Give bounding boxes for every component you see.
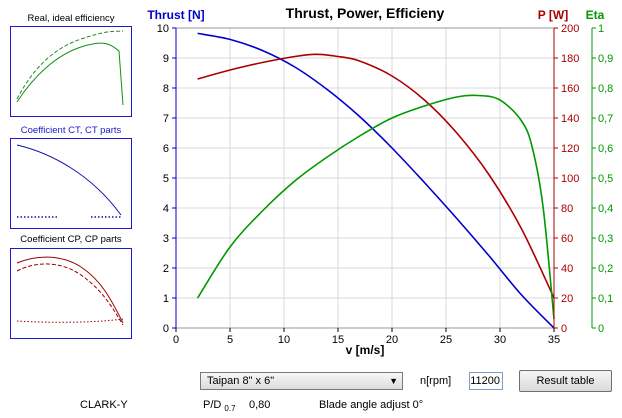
- x-tick-label: 20: [386, 334, 398, 346]
- thumb-cp-parts-dotted: [16, 318, 124, 323]
- power-tick-label: 180: [561, 53, 579, 65]
- thumb-cp-parts-dashed: [16, 263, 124, 326]
- thrust-tick-label: 10: [157, 23, 169, 35]
- thumb-ct-svg: [16, 144, 122, 218]
- power-axis-label: P [W]: [538, 8, 568, 22]
- airfoil-name: CLARK-Y: [80, 399, 128, 411]
- power-tick-label: 80: [561, 203, 573, 215]
- power-tick-label: 20: [561, 293, 573, 305]
- thrust-tick-label: 6: [163, 143, 169, 155]
- eta-tick-label: 0: [598, 323, 604, 335]
- power-series-line: [197, 53, 555, 299]
- thrust-tick-label: 2: [163, 263, 169, 275]
- thrust-tick-label: 0: [163, 323, 169, 335]
- thrust-tick-label: 3: [163, 233, 169, 245]
- x-tick-label: 15: [332, 334, 344, 346]
- pd-value: 0,80: [249, 399, 271, 411]
- thumb-cp-title: Coefficient CP, CP parts: [20, 234, 122, 245]
- eta-tick-label: 0,1: [598, 293, 613, 305]
- chart-title: Thrust, Power, Efficieny: [286, 5, 445, 21]
- thrust-tick-label: 5: [163, 173, 169, 185]
- x-tick-label: 5: [227, 334, 233, 346]
- thumb-ct-curve: [16, 144, 122, 216]
- thumb-efficiency-plot[interactable]: [10, 26, 132, 117]
- thumb-ct-title: Coefficient CT, CT parts: [20, 125, 122, 136]
- result-table-button[interactable]: Result table: [519, 370, 612, 392]
- thrust-tick-label: 8: [163, 83, 169, 95]
- x-tick-label: 30: [494, 334, 506, 346]
- pd-label-subscript: 0.7: [224, 404, 236, 414]
- eta-tick-label: 0,6: [598, 143, 613, 155]
- power-tick-label: 60: [561, 233, 573, 245]
- eta-tick-label: 0,3: [598, 233, 613, 245]
- thrust-axis-label: Thrust [N]: [147, 8, 204, 22]
- x-tick-label: 10: [278, 334, 290, 346]
- thrust-tick-label: 1: [163, 293, 169, 305]
- thumb-efficiency-real-curve: [16, 42, 124, 106]
- thrust-series-line: [197, 32, 555, 329]
- power-tick-label: 200: [561, 23, 579, 35]
- eta-tick-label: 0,2: [598, 263, 613, 275]
- power-tick-label: 140: [561, 113, 579, 125]
- x-tick-label: 0: [173, 334, 179, 346]
- power-tick-label: 0: [561, 323, 567, 335]
- thumb-cp-plot[interactable]: [10, 248, 132, 339]
- eta-axis-label: Eta: [586, 8, 605, 22]
- pd-label-text: P/D: [203, 399, 222, 411]
- eta-series-line: [196, 94, 555, 320]
- propeller-select-value: Taipan 8" x 6": [207, 375, 275, 387]
- thumb-efficiency-title: Real, ideal efficiency: [27, 13, 115, 24]
- power-tick-label: 40: [561, 263, 573, 275]
- rpm-input[interactable]: 11200: [469, 372, 503, 390]
- thumb-ct-plot[interactable]: [10, 138, 132, 229]
- power-tick-label: 160: [561, 83, 579, 95]
- thumb-efficiency-svg: [16, 30, 124, 106]
- eta-tick-label: 0,8: [598, 83, 613, 95]
- chevron-down-icon: ▼: [389, 376, 398, 386]
- thumb-cp-svg: [16, 256, 124, 326]
- eta-tick-label: 1: [598, 23, 604, 35]
- x-tick-label: 25: [440, 334, 452, 346]
- blade-angle-adjust: Blade angle adjust 0°: [319, 399, 424, 411]
- eta-tick-label: 0,7: [598, 113, 613, 125]
- x-tick-label: 35: [548, 334, 560, 346]
- eta-tick-label: 0,9: [598, 53, 613, 65]
- thrust-tick-label: 4: [163, 203, 169, 215]
- propeller-select[interactable]: Taipan 8" x 6" ▼: [200, 372, 403, 390]
- pd-label: P/D 0.7: [203, 399, 236, 413]
- thrust-tick-label: 9: [163, 53, 169, 65]
- power-tick-label: 100: [561, 173, 579, 185]
- rpm-label: n[rpm]: [420, 375, 452, 387]
- power-tick-label: 120: [561, 143, 579, 155]
- x-axis-label: v [m/s]: [346, 343, 385, 357]
- thumb-efficiency-ideal-curve: [16, 30, 124, 100]
- thumb-cp-curve: [16, 256, 124, 324]
- thrust-tick-label: 7: [163, 113, 169, 125]
- eta-tick-label: 0,5: [598, 173, 613, 185]
- eta-tick-label: 0,4: [598, 203, 613, 215]
